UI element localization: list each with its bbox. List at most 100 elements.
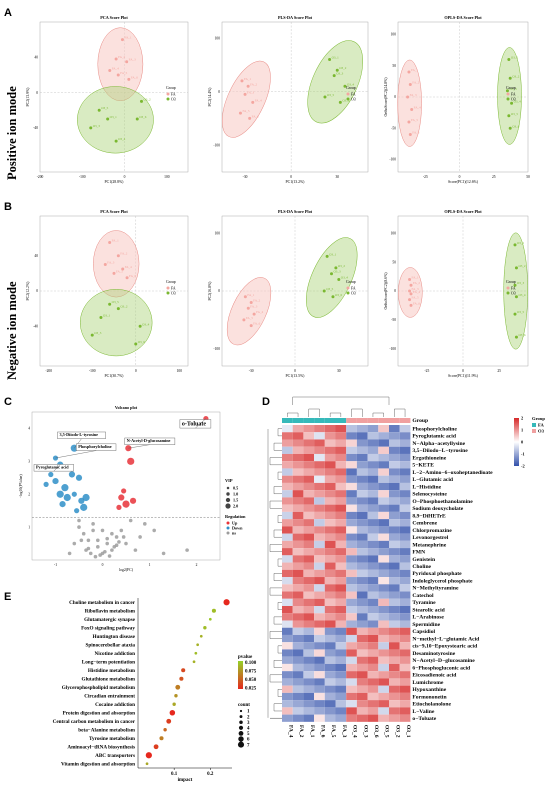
annotation-label: o-Toluate <box>182 422 206 428</box>
heatmap-cell <box>303 678 315 686</box>
heatmap-cell <box>346 591 357 599</box>
heatmap-cell <box>346 432 357 440</box>
volcano-point-ns <box>88 551 93 556</box>
volcano-point-ns <box>93 554 98 559</box>
annotation-connector <box>74 438 82 449</box>
heatmap-cell <box>314 425 325 433</box>
row-dendrogram-branch <box>269 674 282 683</box>
heatmap-cell <box>367 642 379 650</box>
heatmap-cell <box>292 446 304 454</box>
heatmap-cell <box>335 482 347 491</box>
heatmap-row-label: Spermidine <box>412 622 440 628</box>
heatmap-cell <box>303 692 315 701</box>
pathway-label: Choline metabolism in cancer <box>69 600 136 606</box>
heatmap-cell <box>314 620 325 628</box>
heatmap-row-label: Phosphorylcholine <box>412 426 457 432</box>
heatmap-cell <box>335 540 347 549</box>
heatmap-cell <box>282 606 293 614</box>
pathway-dot <box>196 643 200 647</box>
legend-size-item: 2 <box>247 715 250 720</box>
heatmap-cell <box>324 606 336 614</box>
pathway-dot <box>194 651 198 655</box>
heatmap-column-label: O3_3 <box>362 725 368 738</box>
legend-swatch <box>346 97 350 101</box>
heatmap-cell <box>314 634 325 643</box>
legend-swatch <box>166 97 170 101</box>
heatmap-cell <box>346 606 357 614</box>
heatmap-cell <box>303 620 315 628</box>
heatmap-cell <box>367 584 379 592</box>
x-tick-label: 0 <box>462 369 464 373</box>
heatmap-cell <box>399 439 411 447</box>
volcano-point-down <box>61 484 69 492</box>
legend-color-item: ns <box>232 530 236 535</box>
score-point <box>507 58 511 61</box>
y-tick-label: 3 <box>28 460 30 464</box>
heatmap-cell <box>378 533 389 541</box>
heatmap-cell <box>389 504 400 512</box>
heatmap-cell <box>335 663 347 672</box>
heatmap-cell <box>356 504 368 512</box>
heatmap-cell <box>303 511 315 520</box>
heatmap-column-label: FA_4 <box>287 725 293 738</box>
heatmap-cell <box>367 526 379 534</box>
score-point <box>106 117 110 121</box>
heatmap-cell <box>303 656 315 664</box>
heatmap-cell <box>367 591 379 599</box>
heatmap-cell <box>335 490 347 498</box>
heatmap-cell <box>389 577 400 585</box>
score-plot-a3: OPLS-DA Score Plot -25 0 25 50 -100 -50 0 50 100 S… <box>384 15 530 184</box>
heatmap-cell <box>282 475 293 483</box>
heatmap-row-label: Metanephrine <box>412 542 446 548</box>
pathway-label: Glycerophospholipid metabolism <box>62 685 136 691</box>
heatmap-cell <box>282 569 293 578</box>
heatmap-cell <box>324 453 336 462</box>
volcano-point-ns <box>110 548 114 552</box>
row-dendrogram-branch <box>273 486 282 494</box>
heatmap-cell <box>303 642 315 650</box>
pathway-label: Glutathione metabolism <box>82 676 136 682</box>
plot-title: PLS-DA Score Plot <box>278 209 313 214</box>
heatmap-cell <box>335 468 347 476</box>
heatmap-cell <box>378 569 389 578</box>
volcano-point-ns <box>77 518 81 523</box>
pathway-label: Aminoacyl−tRNA biosynthesis <box>67 744 135 750</box>
row-dendrogram-branch <box>269 500 282 509</box>
heatmap-cell <box>399 482 411 491</box>
heatmap-row-label: cis−9,10−Epoxystearic acid <box>412 644 478 650</box>
group-annotation-cell <box>356 418 368 423</box>
heatmap-cell <box>356 475 368 483</box>
score-point-label: O3_3 <box>336 72 343 76</box>
score-point-label: O3_3 <box>334 270 341 274</box>
heatmap-cell <box>356 606 368 614</box>
score-point-label: O3_5 <box>517 310 524 314</box>
heatmap-cell <box>282 663 293 672</box>
y-tick-label: -50 <box>391 318 396 322</box>
heatmap-cell <box>314 663 325 672</box>
heatmap-row-label: Eicosadienoic acid <box>412 673 457 679</box>
heatmap-cell <box>346 678 357 686</box>
score-point-label: FA_2 <box>412 81 419 85</box>
volcano-point-ns <box>124 541 128 546</box>
pathway-label: Glutamatergic synapse <box>84 617 136 623</box>
score-point-label: FA_2 <box>120 252 127 256</box>
row-dendrogram-branch <box>273 573 282 581</box>
heatmap-cell <box>292 511 304 520</box>
pathway-label: ABC transporters <box>95 753 135 759</box>
score-point-label: O3_2 <box>338 264 345 268</box>
confidence-ellipse-fa <box>97 27 144 102</box>
heatmap-row-label: o−Toluate <box>412 716 436 722</box>
x-tick-label: 0 <box>459 175 461 179</box>
heatmap-scale-tick: 2 <box>521 416 523 421</box>
heatmap-cell <box>399 562 411 570</box>
heatmap-cell <box>389 439 400 447</box>
heatmap-cell <box>314 606 325 614</box>
heatmap-cell <box>399 526 411 534</box>
heatmap-cell <box>282 685 293 693</box>
score-plot-a2: PLS-DA Score Plot -30 0 30 -100 0 100 PC1(13.2%… <box>208 15 369 184</box>
heatmap-cell <box>356 482 368 491</box>
volcano-point-ns <box>138 535 142 539</box>
volcano-point-down <box>68 471 76 478</box>
volcano-point-up <box>121 488 127 494</box>
heatmap-cell <box>335 569 347 578</box>
